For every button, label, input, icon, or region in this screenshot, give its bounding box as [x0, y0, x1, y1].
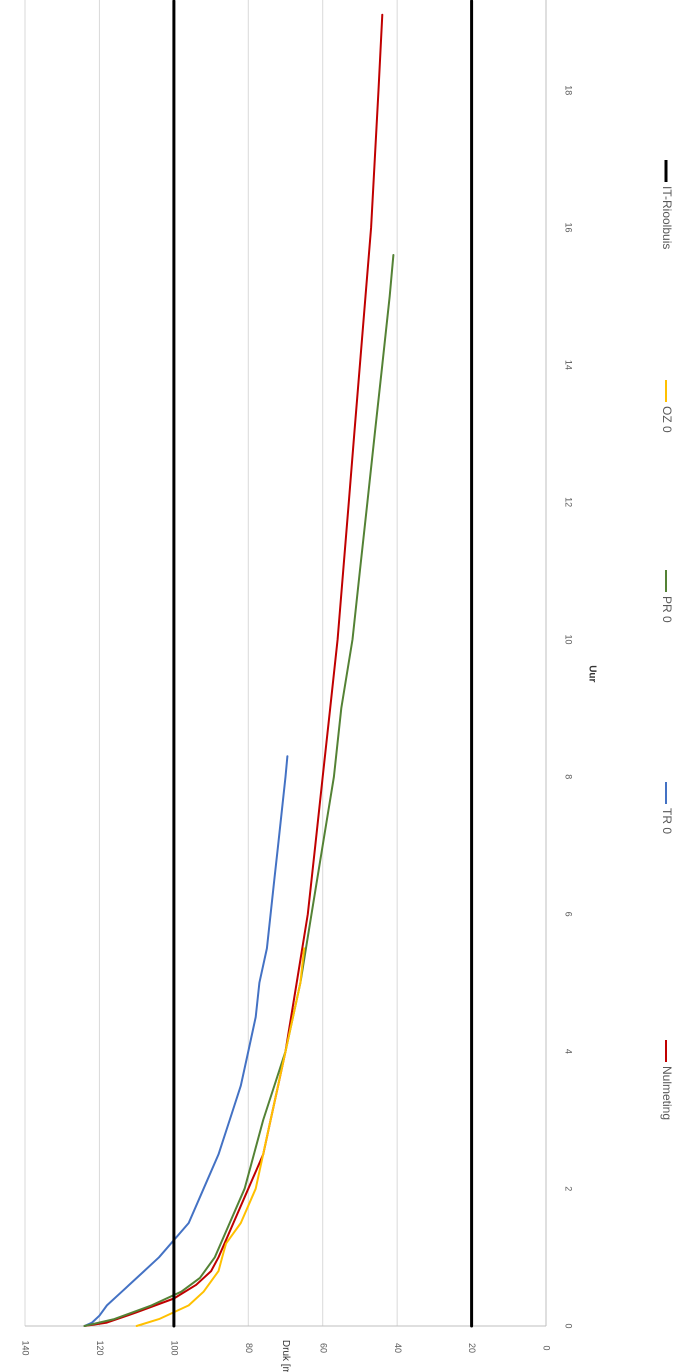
- series-line-nulmeting-0: [83, 13, 384, 1327]
- y-tick-label-140: 140: [21, 1340, 31, 1355]
- axis-titles: Druk [mbar] Uur: [280, 665, 598, 1372]
- y-tick-label-40: 40: [393, 1343, 403, 1353]
- x-tick-label-18: 18: [564, 85, 574, 95]
- y-tick-label-120: 120: [95, 1340, 105, 1355]
- x-tick-label-12: 12: [564, 497, 574, 507]
- legend-label: OZ 0: [660, 406, 674, 433]
- x-tick-label-0: 0: [564, 1323, 574, 1328]
- y-tick-label-0: 0: [542, 1345, 552, 1350]
- series-lines: [83, 0, 474, 1328]
- x-tick-label-4: 4: [564, 1049, 574, 1054]
- legend-item-tr-0: TR 0: [660, 782, 674, 834]
- x-tick-label-14: 14: [564, 360, 574, 370]
- legend-item-oz-0: OZ 0: [660, 380, 674, 433]
- legend-item-pr-0: PR 0: [660, 570, 674, 623]
- y-tick-label-60: 60: [318, 1343, 328, 1353]
- x-tick-label-10: 10: [564, 634, 574, 644]
- x-tick-label-16: 16: [564, 223, 574, 233]
- legend-label: IT-Rioolbuis: [660, 186, 674, 249]
- legend-item-nulmeting: Nulmeting: [660, 1040, 674, 1120]
- x-tick-label-2: 2: [564, 1186, 574, 1191]
- y-tick-label-100: 100: [169, 1340, 179, 1355]
- legend-label: Nulmeting: [660, 1066, 674, 1120]
- legend: Nulmeting TR 0 PR 0 OZ 0 IT-Rioolbuis: [660, 160, 674, 1120]
- y-tick-label-80: 80: [244, 1343, 254, 1353]
- x-tick-label-8: 8: [564, 774, 574, 779]
- legend-label: TR 0: [660, 808, 674, 834]
- series-line-pr-0-2: [83, 254, 395, 1327]
- legend-item-it-rioolbuis: IT-Rioolbuis: [660, 160, 674, 249]
- gridlines: [24, 0, 547, 1327]
- x-tick-label-6: 6: [564, 912, 574, 917]
- x-axis-title: Uur: [586, 665, 597, 682]
- legend-label: PR 0: [660, 596, 674, 623]
- y-axis-title: Druk [mbar]: [280, 1340, 291, 1372]
- series-line-tr-0-1: [83, 755, 289, 1327]
- tick-labels: 0 20 40 60 80 100 120 140 0 2 4 6 8 10 12 14 16 18: [21, 85, 574, 1355]
- y-tick-label-20: 20: [467, 1343, 477, 1353]
- series-line-oz-0-3: [135, 947, 306, 1327]
